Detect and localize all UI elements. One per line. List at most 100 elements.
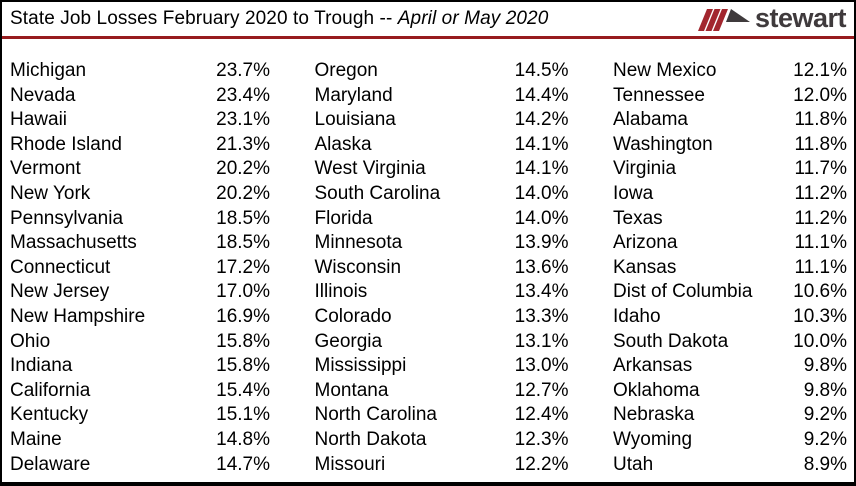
state-value: 11.2% xyxy=(794,182,847,204)
table-row: Pennsylvania 18.5% xyxy=(10,207,270,232)
table-row: Washington 11.8% xyxy=(613,133,847,158)
state-name: Arizona xyxy=(613,232,678,254)
state-value: 23.4% xyxy=(216,84,270,106)
state-name: New Mexico xyxy=(613,60,717,81)
table-row: North Carolina 12.4% xyxy=(315,403,569,428)
table-row: New Mexico 12.1% xyxy=(613,59,847,84)
table-row: Delaware 14.7% xyxy=(10,453,270,478)
table-row: New Jersey 17.0% xyxy=(10,280,270,305)
state-name: Iowa xyxy=(613,182,654,204)
state-name: South Dakota xyxy=(613,330,729,352)
state-name: Florida xyxy=(314,207,373,229)
state-value: 15.8% xyxy=(216,330,270,352)
state-name: Connecticut xyxy=(10,256,111,278)
state-name: Georgia xyxy=(314,330,383,352)
table-row: New York 20.2% xyxy=(10,182,270,207)
table-row: Wisconsin 13.6% xyxy=(315,256,569,281)
table-row: Missouri 12.2% xyxy=(315,453,569,478)
state-name: Dist of Columbia xyxy=(613,281,753,303)
table-row: Alaska 14.1% xyxy=(315,133,569,158)
state-value: 11.8% xyxy=(794,133,847,155)
table-row: Arkansas 9.8% xyxy=(613,354,847,379)
state-value: 13.9% xyxy=(514,232,569,254)
state-name: Wyoming xyxy=(613,428,693,450)
table-row: Vermont 20.2% xyxy=(10,157,270,182)
state-name: Vermont xyxy=(10,158,81,180)
table-row: New Hampshire 16.9% xyxy=(10,305,270,330)
stewart-stripes-icon xyxy=(697,9,750,31)
state-name: Rhode Island xyxy=(10,133,122,155)
state-value: 14.0% xyxy=(514,182,569,204)
state-value: 13.6% xyxy=(514,256,569,278)
state-value: 14.7% xyxy=(216,453,270,475)
table-column-2: Oregon 14.5% Maryland 14.4% Louisiana 14.2% Al… xyxy=(315,59,569,477)
state-value: 14.4% xyxy=(514,84,569,106)
state-name: Kentucky xyxy=(10,404,89,426)
state-value: 10.3% xyxy=(793,305,847,327)
table-row: West Virginia 14.1% xyxy=(315,157,569,182)
state-value: 14.1% xyxy=(514,133,569,155)
table-row: Connecticut 17.2% xyxy=(10,256,270,281)
table-row: Mississippi 13.0% xyxy=(315,354,569,379)
table-row: Massachusetts 18.5% xyxy=(10,231,270,256)
state-name: Delaware xyxy=(10,453,91,475)
state-value: 11.1% xyxy=(794,256,847,278)
state-value: 17.0% xyxy=(216,281,270,303)
table-row: Illinois 13.4% xyxy=(315,280,569,305)
state-value: 13.0% xyxy=(514,355,569,377)
table-row: Idaho 10.3% xyxy=(613,305,847,330)
state-job-loss-table: Michigan 23.7% Nevada 23.4% Hawaii 23.1% Rhode… xyxy=(2,39,854,482)
table-row: Iowa 11.2% xyxy=(613,182,847,207)
state-value: 23.7% xyxy=(216,60,270,81)
state-value: 12.0% xyxy=(793,84,847,106)
table-row: Texas 11.2% xyxy=(613,207,847,232)
table-row: Michigan 23.7% xyxy=(10,59,270,84)
state-value: 14.0% xyxy=(514,207,569,229)
state-name: Oregon xyxy=(314,60,378,81)
state-name: Michigan xyxy=(10,60,87,81)
state-value: 14.1% xyxy=(514,158,569,180)
state-value: 21.3% xyxy=(216,133,270,155)
table-column-3: New Mexico 12.1% Tennessee 12.0% Alabama 11.8… xyxy=(613,59,847,477)
page-title-regular: State Job Losses February 2020 to Trough… xyxy=(10,8,398,29)
state-name: West Virginia xyxy=(314,158,426,180)
state-name: Louisiana xyxy=(314,109,396,131)
state-name: North Dakota xyxy=(314,428,427,450)
state-value: 10.0% xyxy=(793,330,847,352)
table-column-1: Michigan 23.7% Nevada 23.4% Hawaii 23.1% Rhode… xyxy=(10,59,270,477)
state-name: Oklahoma xyxy=(613,379,700,401)
state-name: Maine xyxy=(10,428,62,450)
state-name: Alaska xyxy=(314,133,372,155)
state-value: 12.1% xyxy=(793,60,847,81)
state-name: Colorado xyxy=(314,305,392,327)
table-row: Oklahoma 9.8% xyxy=(613,379,847,404)
state-value: 9.8% xyxy=(803,355,847,377)
table-row: Virginia 11.7% xyxy=(613,157,847,182)
state-value: 14.8% xyxy=(216,428,270,450)
table-row: Oregon 14.5% xyxy=(315,59,569,84)
table-row: Colorado 13.3% xyxy=(315,305,569,330)
state-value: 18.5% xyxy=(216,232,270,254)
table-row: South Dakota 10.0% xyxy=(613,330,847,355)
state-name: Minnesota xyxy=(314,232,403,254)
state-name: New Jersey xyxy=(10,281,110,303)
table-row: Georgia 13.1% xyxy=(315,330,569,355)
state-name: Kansas xyxy=(613,256,677,278)
table-row: Alabama 11.8% xyxy=(613,108,847,133)
state-name: Nevada xyxy=(10,84,76,106)
state-name: Wisconsin xyxy=(314,256,402,278)
table-row: Kansas 11.1% xyxy=(613,256,847,281)
state-value: 11.1% xyxy=(794,232,847,254)
state-value: 14.2% xyxy=(514,109,569,131)
state-name: Washington xyxy=(613,133,713,155)
table-row: Maine 14.8% xyxy=(10,428,270,453)
state-name: Ohio xyxy=(10,330,51,352)
state-value: 23.1% xyxy=(216,109,270,131)
state-value: 11.7% xyxy=(794,158,847,180)
table-row: Nebraska 9.2% xyxy=(613,403,847,428)
state-value: 10.6% xyxy=(793,281,847,303)
state-name: Massachusetts xyxy=(10,232,137,254)
state-value: 15.1% xyxy=(216,404,270,426)
state-name: Mississippi xyxy=(314,355,407,377)
page-title: State Job Losses February 2020 to Trough… xyxy=(10,2,548,36)
